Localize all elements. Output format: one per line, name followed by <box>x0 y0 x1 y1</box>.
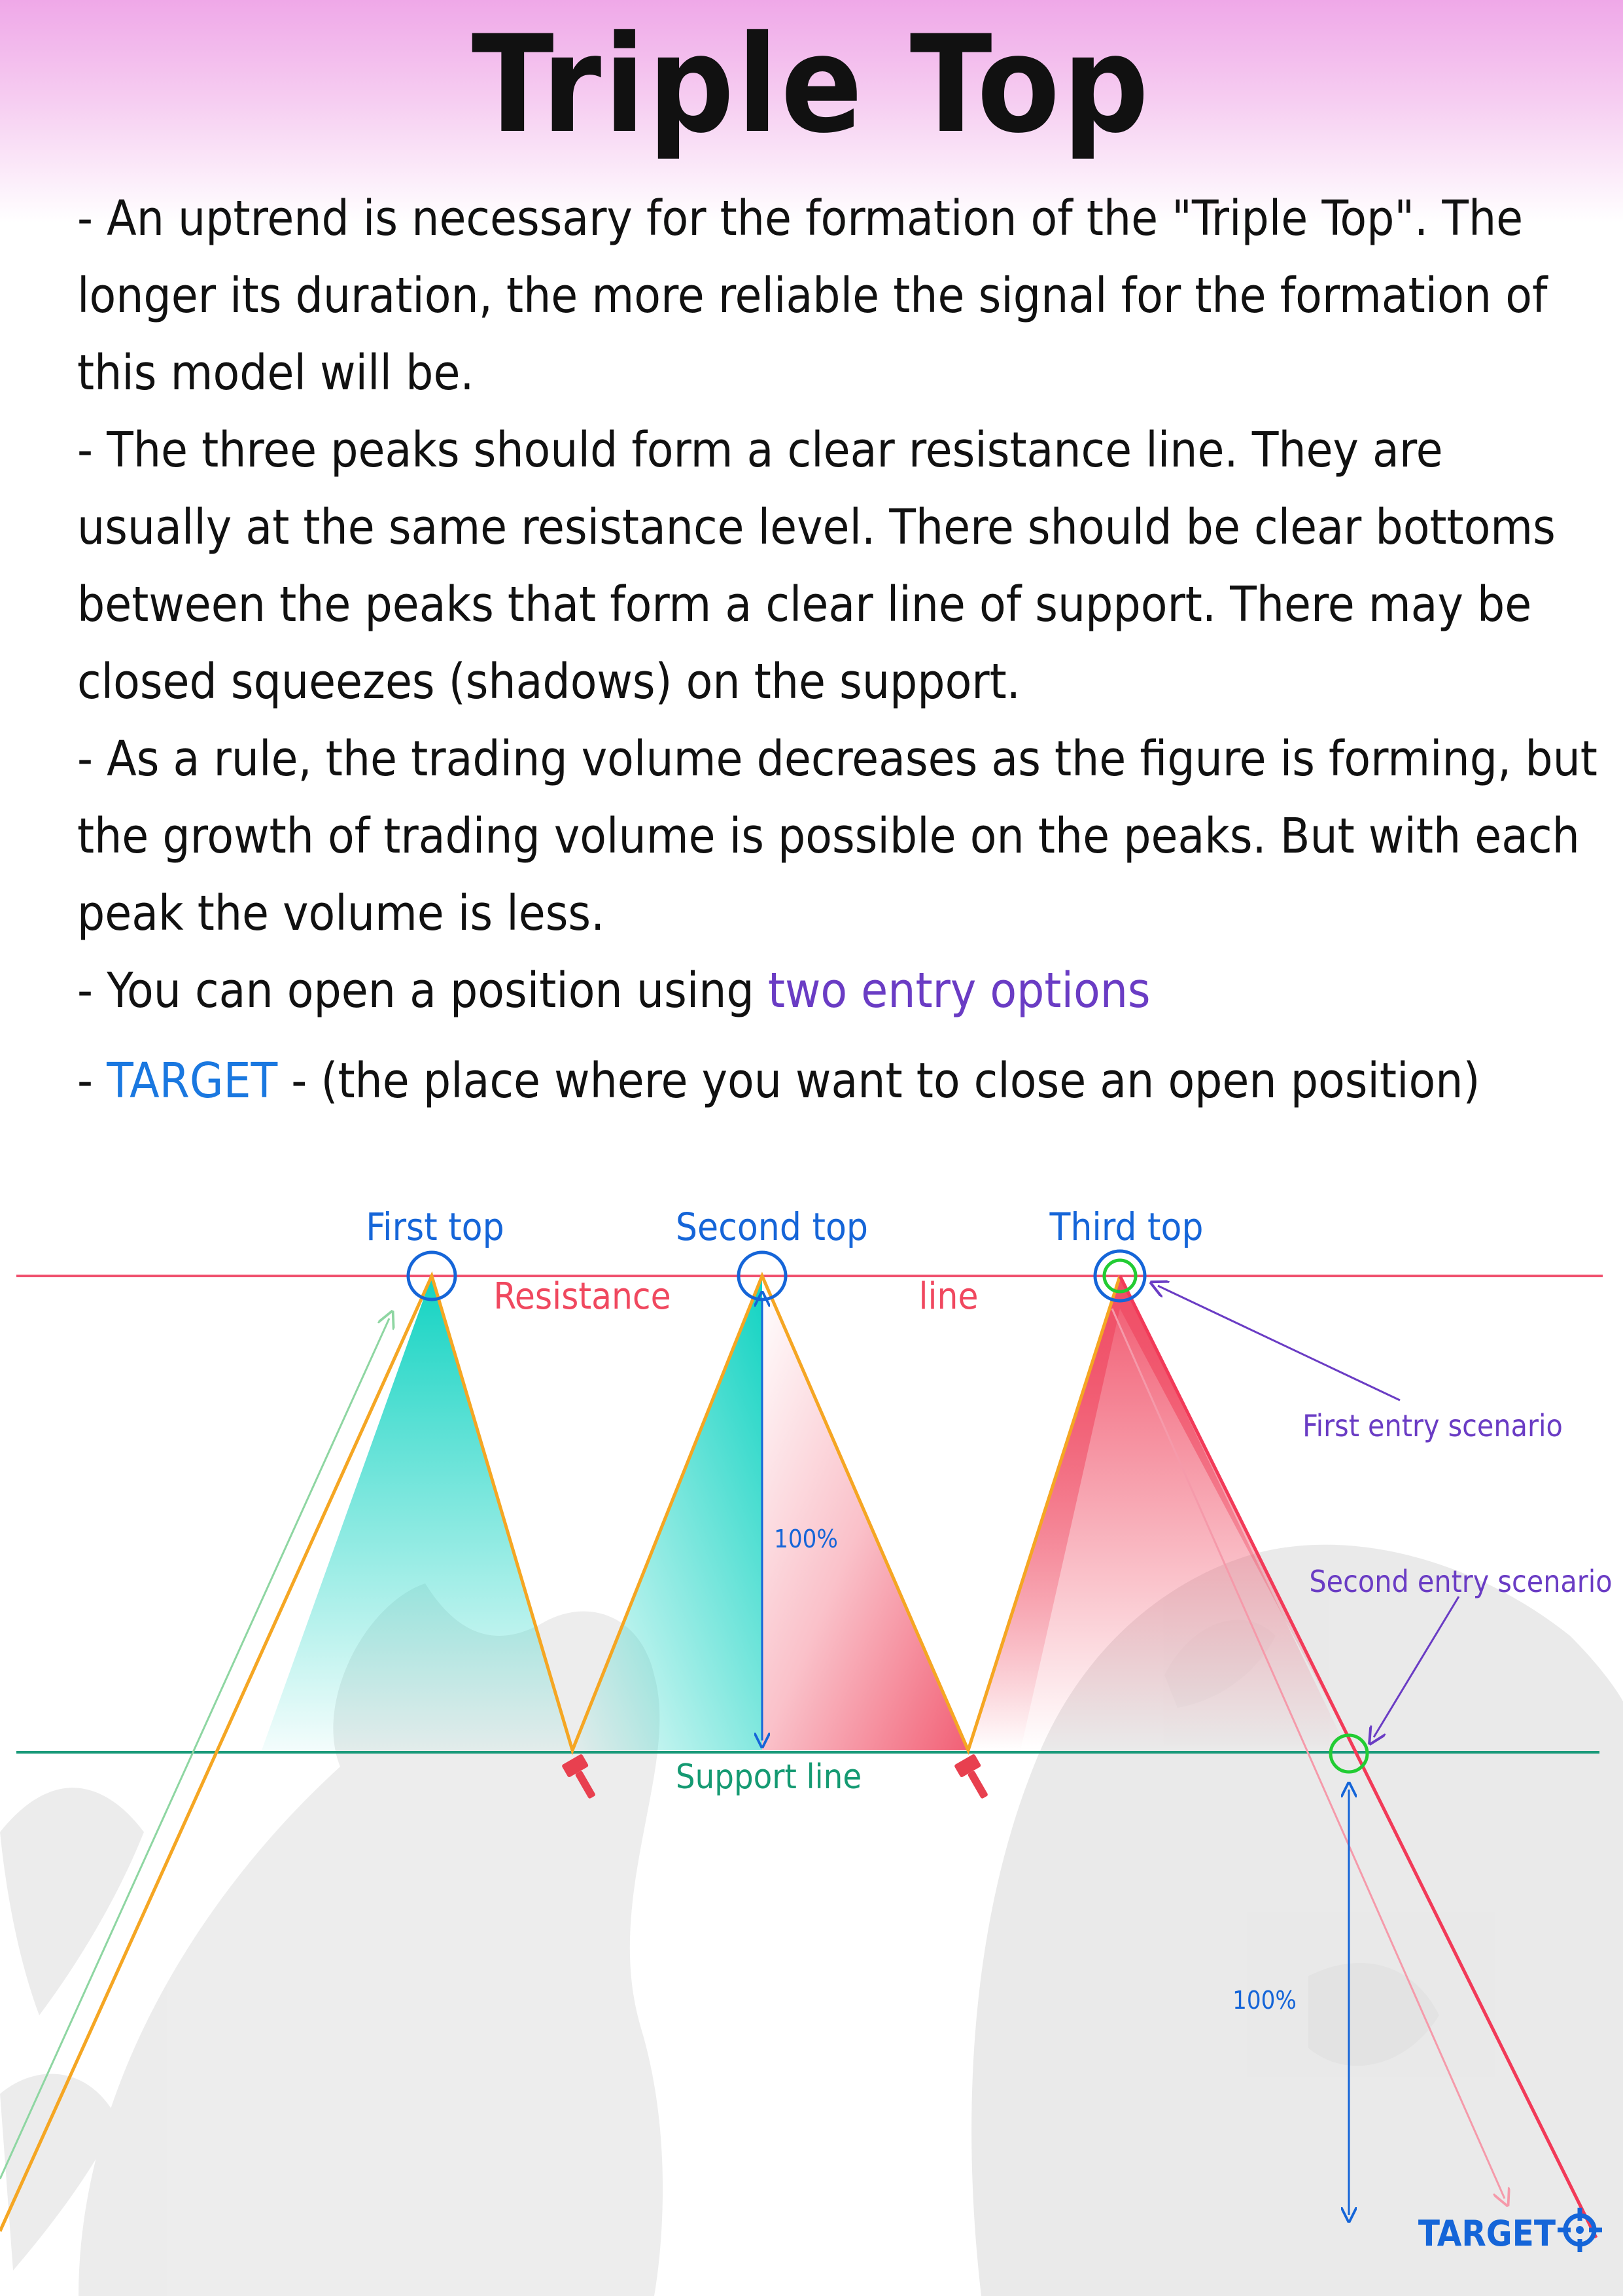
measure-label-target: 100% <box>1232 1986 1297 2015</box>
second-entry-label: Second entry scenario <box>1309 1564 1612 1599</box>
paragraph-target: - TARGET - (the place where you want to … <box>77 1053 1480 1109</box>
first-top-circle <box>406 1250 457 1301</box>
paragraph-entry: - You can open a position using two entr… <box>77 963 1151 1019</box>
resistance-label: Resistance <box>493 1275 671 1318</box>
pattern-line <box>0 1271 1122 2233</box>
paragraph-volume: - As a rule, the trading volume decrease… <box>77 731 1597 942</box>
bull-watermark <box>0 1583 663 2296</box>
paragraph-peaks: - The three peaks should form a clear re… <box>77 422 1556 710</box>
description-text: - An uptrend is necessary for the format… <box>77 180 1601 1120</box>
breakdown-line <box>1118 1275 1598 2239</box>
second-entry-pointer <box>1374 1596 1460 1737</box>
resistance-line-label: line <box>919 1275 979 1318</box>
first-entry-pointer <box>1158 1286 1401 1402</box>
first-top-fill <box>262 1276 572 1750</box>
third-top-label: Third top <box>1049 1205 1203 1249</box>
target-highlight: TARGET <box>107 1053 278 1109</box>
gavel-icon <box>954 1754 988 1799</box>
first-entry-label: First entry scenario <box>1302 1408 1563 1443</box>
support-label: Support line <box>676 1757 862 1797</box>
target-crosshair-icon <box>1558 2208 1602 2252</box>
entry-options-highlight: two entry options <box>767 963 1151 1019</box>
page-title: Triple Top <box>471 7 1152 163</box>
first-entry-circle <box>1102 1258 1138 1294</box>
third-top-circle <box>1093 1249 1147 1303</box>
projection-arrow <box>1111 1308 1505 2199</box>
measure-label-peak: 100% <box>774 1525 838 1553</box>
gavel-icon <box>562 1754 595 1799</box>
second-entry-circle <box>1329 1733 1369 1774</box>
target-label: TARGET <box>1418 2213 1556 2254</box>
third-top-fill-main <box>968 1276 1348 1750</box>
uptrend-arrow <box>0 1318 389 2180</box>
second-top-label: Second top <box>676 1205 868 1249</box>
first-top-label: First top <box>366 1205 504 1249</box>
paragraph-uptrend: - An uptrend is necessary for the format… <box>77 190 1548 401</box>
header-gradient <box>0 0 1623 222</box>
